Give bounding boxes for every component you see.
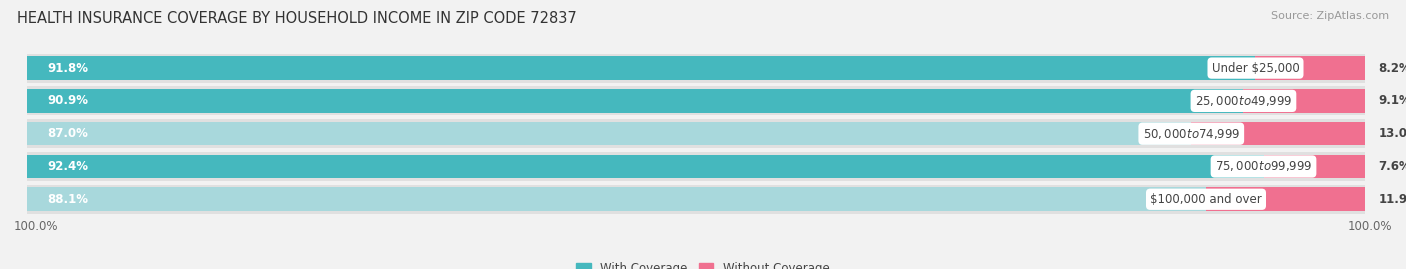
Bar (28, 187, 1206, 211)
Text: 92.4%: 92.4% (48, 160, 89, 173)
Bar (28, 86, 1365, 115)
Text: 9.1%: 9.1% (1378, 94, 1406, 107)
Text: 90.9%: 90.9% (48, 94, 89, 107)
Text: 87.0%: 87.0% (48, 127, 89, 140)
Text: $25,000 to $49,999: $25,000 to $49,999 (1195, 94, 1292, 108)
Bar (1243, 89, 1365, 113)
Bar (1206, 187, 1365, 211)
Bar (1264, 155, 1365, 178)
Text: Under $25,000: Under $25,000 (1212, 62, 1299, 75)
Text: 11.9%: 11.9% (1378, 193, 1406, 206)
Text: $50,000 to $74,999: $50,000 to $74,999 (1143, 127, 1240, 141)
Text: 100.0%: 100.0% (1347, 220, 1392, 233)
Bar (28, 155, 1264, 178)
Bar (1256, 56, 1365, 80)
Bar (28, 56, 1256, 80)
Bar (28, 122, 1191, 146)
Bar (1191, 122, 1365, 146)
Text: 13.0%: 13.0% (1378, 127, 1406, 140)
Legend: With Coverage, Without Coverage: With Coverage, Without Coverage (572, 258, 834, 269)
Text: $100,000 and over: $100,000 and over (1150, 193, 1261, 206)
Text: 91.8%: 91.8% (48, 62, 89, 75)
Text: 8.2%: 8.2% (1378, 62, 1406, 75)
Text: 100.0%: 100.0% (14, 220, 59, 233)
Text: HEALTH INSURANCE COVERAGE BY HOUSEHOLD INCOME IN ZIP CODE 72837: HEALTH INSURANCE COVERAGE BY HOUSEHOLD I… (17, 11, 576, 26)
Bar (28, 152, 1365, 181)
Bar (28, 119, 1365, 148)
Text: 88.1%: 88.1% (48, 193, 89, 206)
Bar (28, 54, 1365, 83)
Bar (28, 89, 1243, 113)
Bar (28, 185, 1365, 214)
Text: Source: ZipAtlas.com: Source: ZipAtlas.com (1271, 11, 1389, 21)
Text: 7.6%: 7.6% (1378, 160, 1406, 173)
Text: $75,000 to $99,999: $75,000 to $99,999 (1215, 160, 1312, 174)
